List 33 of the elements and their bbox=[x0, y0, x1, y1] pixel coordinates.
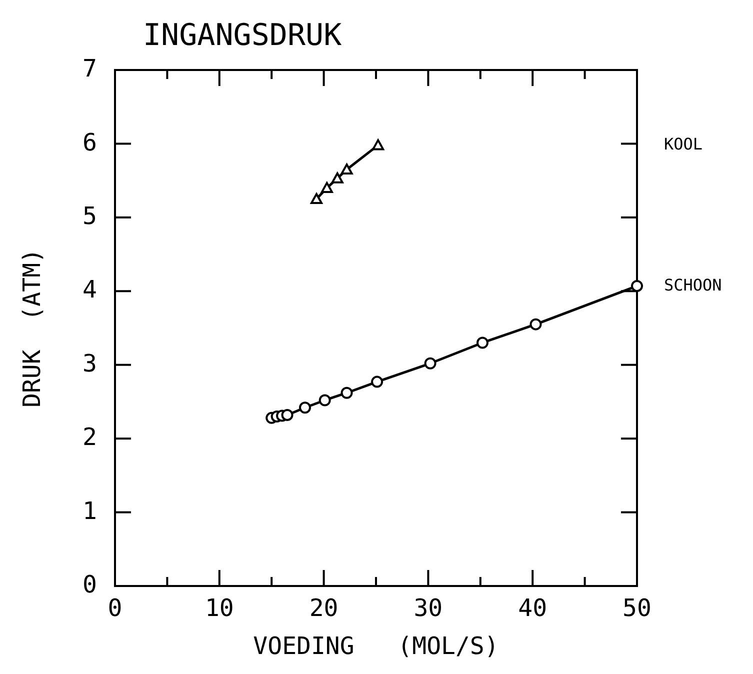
point bbox=[310, 193, 322, 204]
y-tick-label: 1 bbox=[82, 496, 97, 525]
point bbox=[476, 336, 488, 349]
legend-label: KOOL bbox=[664, 134, 703, 154]
point bbox=[331, 172, 344, 184]
x-tick-label: 10 bbox=[204, 594, 234, 622]
x-tick-label: 20 bbox=[309, 594, 338, 622]
y-tick-label: 3 bbox=[82, 349, 97, 378]
y-axis-title: DRUK (ATM) bbox=[18, 248, 46, 408]
point bbox=[631, 280, 643, 292]
y-tick-label: 7 bbox=[82, 54, 97, 83]
point bbox=[318, 394, 331, 406]
x-tick-label: 0 bbox=[108, 594, 122, 622]
y-tick-label: 4 bbox=[82, 276, 97, 304]
y-tick-label: 0 bbox=[82, 570, 97, 599]
x-tick-label: 50 bbox=[622, 594, 652, 622]
point bbox=[371, 376, 384, 388]
legend-label: SCHOON bbox=[664, 275, 722, 294]
x-axis-title: VOEDING (MOL/S) bbox=[253, 632, 499, 660]
y-tick-label: 2 bbox=[82, 423, 97, 452]
point bbox=[340, 386, 353, 399]
y-tick-label: 5 bbox=[82, 202, 97, 230]
x-tick-label: 30 bbox=[414, 594, 443, 622]
point bbox=[372, 139, 384, 150]
point bbox=[424, 357, 436, 370]
x-tick-label: 40 bbox=[518, 594, 548, 622]
point bbox=[340, 164, 353, 175]
point bbox=[320, 182, 333, 193]
point bbox=[299, 402, 312, 414]
y-tick-label: 6 bbox=[82, 128, 97, 156]
point bbox=[281, 408, 294, 421]
point bbox=[530, 318, 542, 330]
chart-title: INGANGSDRUK bbox=[143, 18, 342, 53]
